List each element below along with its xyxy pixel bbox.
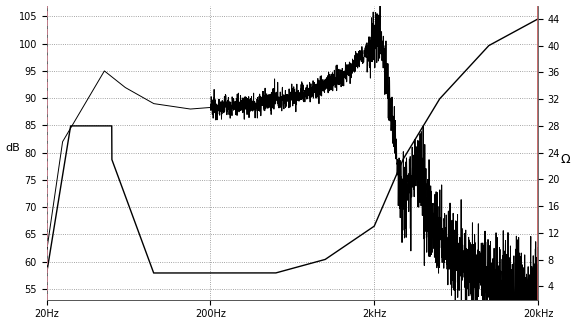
Y-axis label: dB: dB	[6, 143, 20, 153]
Y-axis label: Ω: Ω	[561, 153, 570, 166]
